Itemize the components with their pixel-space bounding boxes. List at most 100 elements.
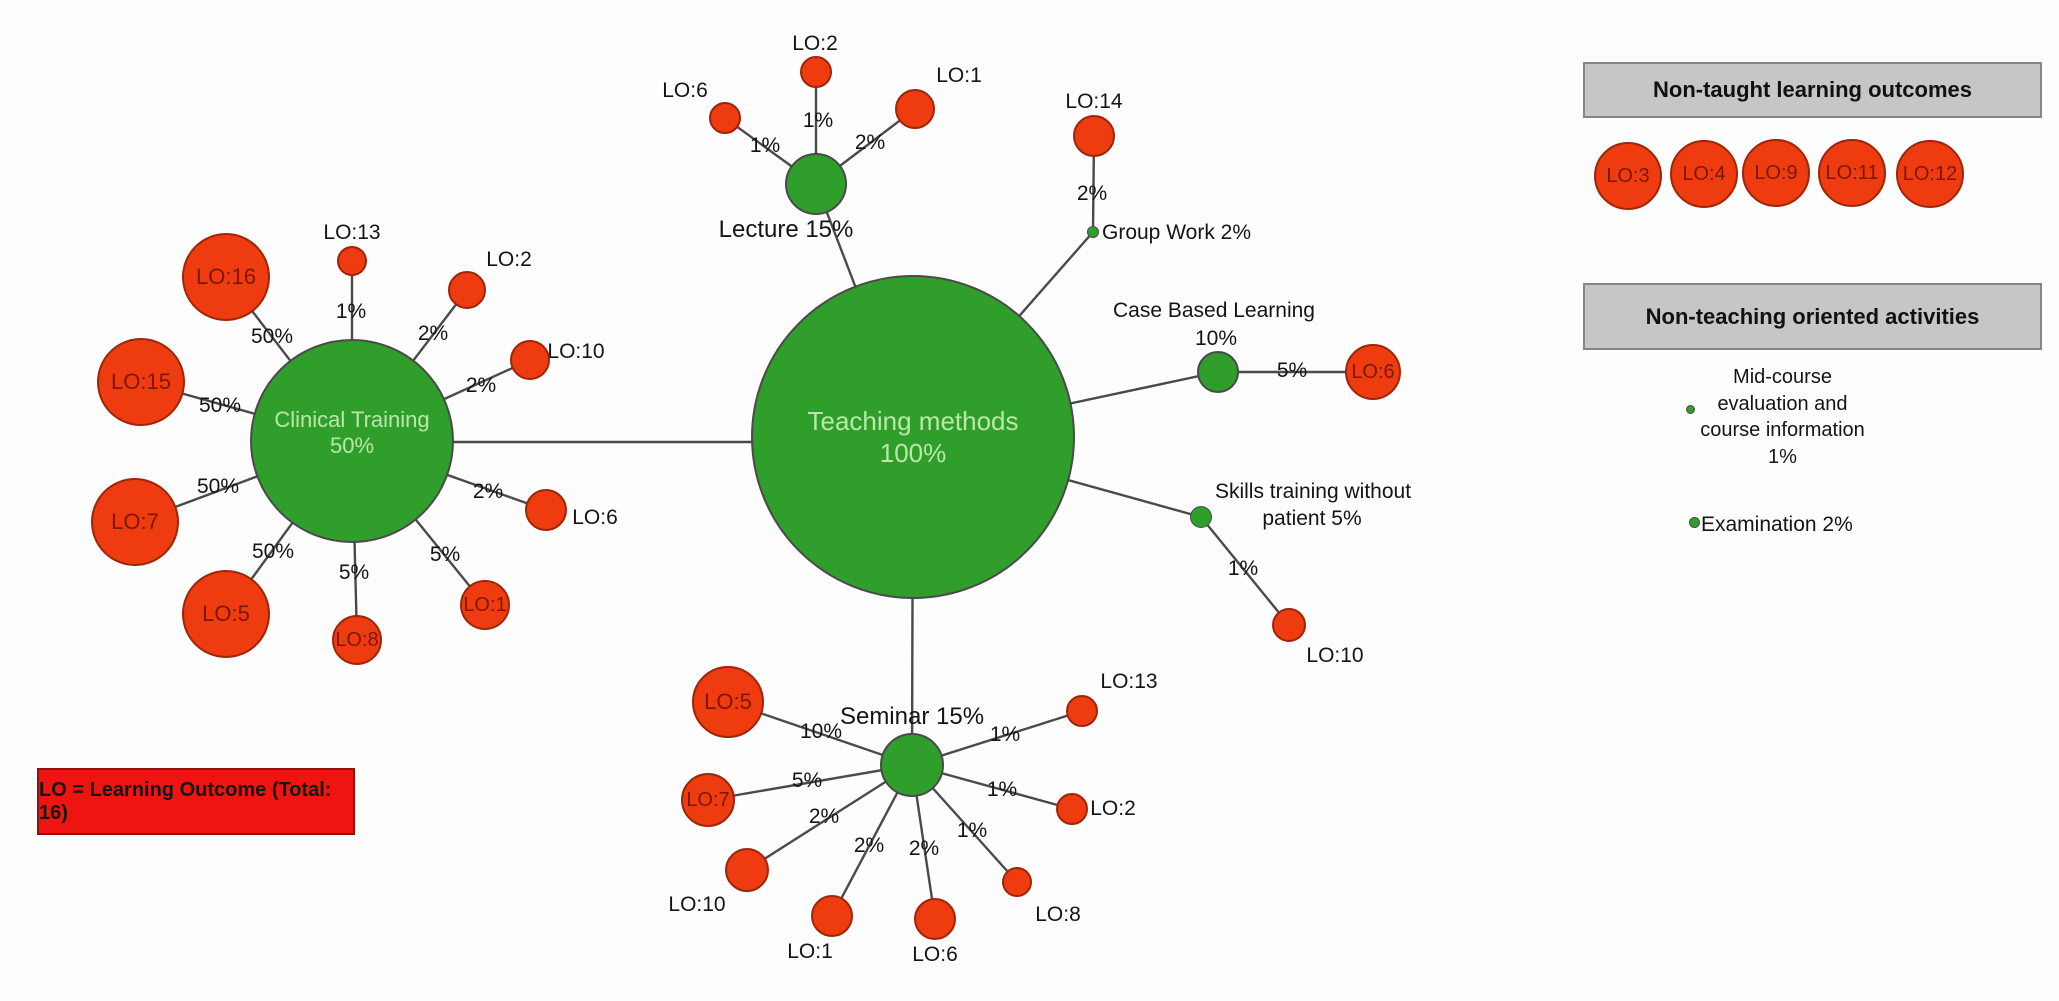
lo-node-label: LO:9 <box>1754 161 1798 184</box>
lo-node-label: LO:15 <box>111 369 171 394</box>
lo-label: LO:10 <box>1306 644 1364 667</box>
lo-label: LO:10 <box>668 893 726 916</box>
non-taught-title: Non-taught learning outcomes <box>1653 77 1972 102</box>
midcourse-line2: evaluation and <box>1717 392 1848 415</box>
lo-label: LO:2 <box>792 32 838 55</box>
edge-pct: 1% <box>749 134 781 157</box>
lo-node-label: LO:5 <box>704 689 752 714</box>
lo-node <box>914 898 956 940</box>
edge-pct: 1% <box>989 723 1021 746</box>
non-teaching-header: Non-teaching oriented activities <box>1583 283 2042 350</box>
edge-pct: 10% <box>799 720 843 743</box>
group-work-node <box>1087 226 1099 238</box>
lo-node <box>709 102 741 134</box>
teaching-methods-title: Teaching methods <box>807 405 1019 436</box>
lo-node <box>811 895 853 937</box>
lo-node-label: LO:6 <box>1351 360 1395 383</box>
edge-pct: 1% <box>802 109 834 132</box>
lo-node <box>337 246 367 276</box>
lo-node-label: LO:11 <box>1825 161 1879 184</box>
midcourse-label: Mid-course evaluation and course informa… <box>1660 364 1905 470</box>
edge-pct: 50% <box>250 325 294 348</box>
lo-node: LO:12 <box>1896 140 1964 208</box>
edge-pct: 2% <box>417 322 449 345</box>
lo-node-label: LO:1 <box>463 593 507 616</box>
lo-label: LO:6 <box>662 79 708 102</box>
lo-node <box>1272 608 1306 642</box>
lo-node: LO:5 <box>182 570 270 658</box>
legend-box: LO = Learning Outcome (Total: 16) <box>37 768 355 835</box>
lo-node <box>1066 695 1098 727</box>
lecture-label: Lecture 15% <box>718 216 854 243</box>
lo-node <box>1002 867 1032 897</box>
teaching-methods-pct: 100% <box>879 438 947 468</box>
case-based-node <box>1197 351 1239 393</box>
lo-node-label: LO:7 <box>686 788 730 811</box>
edge-pct: 1% <box>956 819 988 842</box>
lo-node-label: LO:12 <box>1902 162 1958 185</box>
clinical-training-label: Clinical Training 50% <box>274 407 430 458</box>
lo-node: LO:5 <box>692 666 764 738</box>
edge-pct: 2% <box>808 805 840 828</box>
edge-pct: 1% <box>1227 557 1259 580</box>
midcourse-line4: 1% <box>1768 445 1797 468</box>
lo-node: LO:8 <box>332 615 382 665</box>
examination-label: Examination 2% <box>1701 513 1853 536</box>
lo-label: LO:6 <box>572 506 618 529</box>
lo-node: LO:4 <box>1670 140 1738 208</box>
group-work-label: Group Work 2% <box>1102 221 1251 244</box>
edge <box>1200 516 1290 626</box>
lo-node-label: LO:3 <box>1606 164 1650 187</box>
lo-node: LO:3 <box>1594 142 1662 210</box>
lo-label: LO:1 <box>787 940 833 963</box>
edge-pct: 2% <box>854 131 886 154</box>
edge-pct: 50% <box>251 540 295 563</box>
case-based-title: Case Based Learning <box>1113 299 1315 322</box>
skills-title-line1: Skills training without <box>1214 480 1412 503</box>
lo-node: LO:11 <box>1818 139 1886 207</box>
case-based-pct: 10% <box>1194 327 1238 350</box>
legend-text: LO = Learning Outcome (Total: 16) <box>39 778 332 824</box>
non-taught-header: Non-taught learning outcomes <box>1583 62 2042 118</box>
edge-pct: 1% <box>986 778 1018 801</box>
lo-node-label: LO:7 <box>111 509 159 534</box>
seminar-node <box>880 733 944 797</box>
edge-pct: 5% <box>429 543 461 566</box>
lo-node: LO:9 <box>1742 139 1810 207</box>
edge-pct: 2% <box>1076 182 1108 205</box>
non-teaching-title: Non-teaching oriented activities <box>1645 303 1980 329</box>
lo-node: LO:7 <box>91 478 179 566</box>
edge-pct: 2% <box>908 837 940 860</box>
edge <box>707 763 913 802</box>
lo-label: LO:2 <box>486 248 532 271</box>
edge-pct: 5% <box>338 561 370 584</box>
lo-label: LO:13 <box>323 221 381 244</box>
edge-pct: 2% <box>472 480 504 503</box>
edge-pct: 50% <box>198 394 242 417</box>
edge-pct: 5% <box>791 769 823 792</box>
teaching-methods-node: Teaching methods 100% <box>751 275 1075 599</box>
lo-node-label: LO:8 <box>335 628 379 651</box>
lo-node <box>800 56 832 88</box>
lo-label: LO:2 <box>1090 797 1136 820</box>
edge-pct: 2% <box>853 834 885 857</box>
edge-pct: 5% <box>1276 359 1308 382</box>
lo-node <box>1073 115 1115 157</box>
seminar-label: Seminar 15% <box>839 703 985 730</box>
lo-label: LO:13 <box>1100 670 1158 693</box>
lecture-node <box>785 153 847 215</box>
lo-node: LO:6 <box>1345 344 1401 400</box>
lo-node <box>448 271 486 309</box>
lo-node: LO:1 <box>460 580 510 630</box>
lo-label: LO:6 <box>912 943 958 966</box>
lo-node: LO:16 <box>182 233 270 321</box>
lo-node: LO:7 <box>681 773 735 827</box>
lo-node <box>895 89 935 129</box>
lo-label: LO:1 <box>936 64 982 87</box>
lo-node <box>510 340 550 380</box>
edge-pct: 50% <box>196 475 240 498</box>
lo-node <box>725 848 769 892</box>
lo-node-label: LO:16 <box>196 264 256 289</box>
examination-node <box>1689 517 1700 528</box>
